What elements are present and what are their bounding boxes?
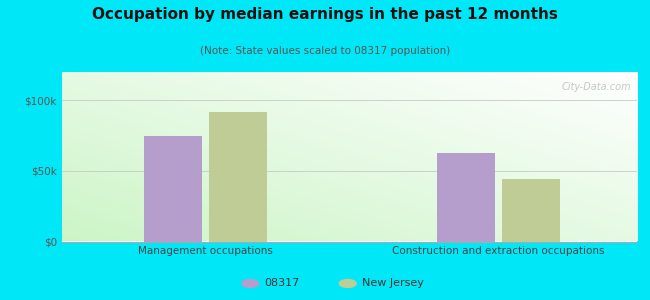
Text: Occupation by median earnings in the past 12 months: Occupation by median earnings in the pas… — [92, 8, 558, 22]
Bar — [437, 152, 495, 242]
Text: (Note: State values scaled to 08317 population): (Note: State values scaled to 08317 popu… — [200, 46, 450, 56]
Text: 08317: 08317 — [265, 278, 300, 289]
Bar — [209, 112, 266, 242]
Text: City-Data.com: City-Data.com — [562, 82, 632, 92]
Bar — [502, 179, 560, 242]
Text: New Jersey: New Jersey — [362, 278, 424, 289]
Bar — [144, 136, 202, 242]
Circle shape — [339, 280, 356, 287]
Circle shape — [242, 280, 259, 287]
